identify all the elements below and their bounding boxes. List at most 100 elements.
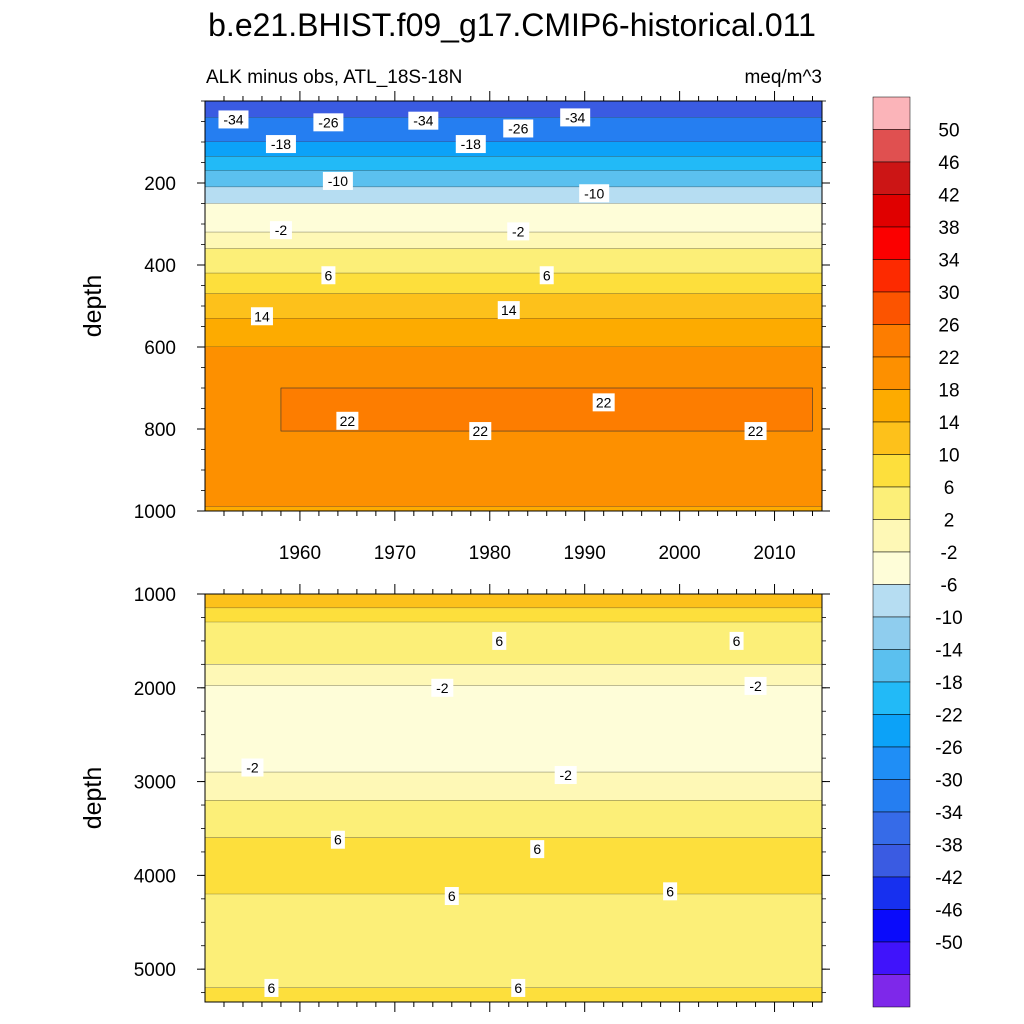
colorbar-swatch: [872, 96, 911, 130]
colorbar-swatch: [872, 194, 911, 228]
contour-label: 6: [533, 841, 541, 857]
contour-label-box: [444, 887, 459, 906]
contour-label: -34: [223, 111, 243, 127]
contour-label-box: [265, 135, 296, 154]
colorbar-swatch: [872, 649, 911, 683]
colorbar-label: 10: [938, 446, 959, 467]
contour-label: 14: [254, 308, 270, 324]
contour-band: [205, 273, 822, 294]
colorbar-swatch: [872, 584, 911, 618]
colorbar-swatch: [872, 356, 911, 390]
contour-band: [205, 318, 822, 347]
x-tick-label: 1990: [564, 543, 606, 564]
contour-band: [205, 156, 822, 171]
colorbar-label: -6: [941, 576, 958, 597]
colorbar-label: -42: [935, 868, 962, 889]
colorbar-swatch: [872, 421, 911, 455]
colorbar-label: -50: [935, 933, 962, 954]
contour-label-box: [455, 135, 486, 154]
colorbar-swatch: [872, 746, 911, 780]
y-axis-label: depth: [79, 275, 107, 338]
colorbar-swatch: [872, 909, 911, 943]
colorbar-label: 22: [938, 348, 959, 369]
colorbar-swatch: [872, 519, 911, 553]
x-tick-label: 1980: [469, 543, 511, 564]
colorbar-label: 30: [938, 283, 959, 304]
contour-label: -34: [413, 113, 433, 129]
contour-label-box: [729, 631, 744, 650]
contour-label: -2: [246, 760, 259, 776]
colorbar-swatch: [872, 844, 911, 878]
contour-label: 6: [666, 883, 674, 899]
contour-band: [205, 248, 822, 274]
contour-label: -34: [565, 109, 585, 125]
contour-label-box: [592, 393, 615, 412]
colorbar-label: 18: [938, 381, 959, 402]
contour-label: 6: [733, 633, 741, 649]
colorbar-label: 34: [938, 251, 960, 272]
contour-label: -2: [436, 680, 449, 696]
contour-band: [205, 772, 822, 801]
colorbar-label: -30: [935, 771, 962, 792]
contour-patch: [280, 387, 813, 432]
colorbar-swatch: [872, 681, 911, 715]
contour-band: [205, 894, 822, 988]
contour-label: -10: [328, 173, 348, 189]
x-tick-label: 1960: [279, 543, 321, 564]
contour-label-box: [431, 678, 454, 697]
plot-frame: [204, 593, 823, 1003]
contour-label: -18: [461, 136, 481, 152]
contour-label: -2: [275, 222, 288, 238]
colorbar-label: -38: [935, 836, 962, 857]
contour-label-box: [511, 978, 526, 997]
colorbar-swatch: [872, 941, 911, 975]
contour-label-box: [492, 631, 507, 650]
colorbar-label: -34: [935, 803, 963, 824]
contour-label-box: [560, 108, 591, 127]
colorbar-swatch: [872, 291, 911, 325]
contour-label-box: [250, 307, 273, 326]
contour-band: [205, 664, 822, 686]
contour-band: [205, 608, 822, 623]
colorbar-label: -10: [935, 608, 962, 629]
contour-label-box: [497, 301, 520, 320]
contour-band: [205, 594, 822, 609]
y-tick-label: 3000: [134, 773, 176, 794]
colorbar-swatch: [872, 324, 911, 358]
contour-label: 14: [501, 302, 517, 318]
colorbar-swatch: [872, 714, 911, 748]
contour-label-box: [744, 676, 767, 695]
contour-label-box: [744, 422, 767, 441]
colorbar: 50 46 42 38 34 30 26 22 18 14 10 6 2 -2 -6 -10 -14 -18 -22…: [872, 96, 963, 1008]
colorbar-swatch: [872, 811, 911, 845]
contour-band: [205, 232, 822, 249]
colorbar-label: -22: [935, 706, 962, 727]
contour-label: -10: [584, 185, 604, 201]
colorbar-swatch: [872, 974, 911, 1008]
colorbar-label: 50: [938, 121, 959, 142]
y-tick-label: 4000: [134, 866, 176, 887]
subtitle-right: meq/m^3: [744, 67, 822, 88]
y-tick-label: 600: [144, 338, 176, 359]
colorbar-swatch: [872, 551, 911, 585]
colorbar-label: 6: [944, 478, 955, 499]
contour-label-box: [218, 110, 249, 129]
colorbar-label: 42: [938, 186, 959, 207]
colorbar-label: 38: [938, 218, 959, 239]
colorbar-swatch: [872, 876, 911, 910]
contour-label-box: [321, 266, 336, 285]
colorbar-label: 26: [938, 316, 959, 337]
contour-band: [205, 170, 822, 188]
colorbar-swatch: [872, 259, 911, 293]
contour-label: -26: [508, 120, 528, 136]
contour-label-box: [322, 171, 353, 190]
x-tick-label: 2010: [753, 543, 795, 564]
y-tick-label: 2000: [134, 679, 176, 700]
x-tick-label: 1970: [374, 543, 416, 564]
contour-label-box: [408, 111, 439, 130]
upper-panel: 200 400 600 800 1000 1960 1970 1980 1990 2000 2010…: [79, 91, 830, 564]
contour-band: [205, 142, 822, 157]
contour-band: [205, 800, 822, 838]
colorbar-swatch: [872, 226, 911, 260]
contour-band: [205, 187, 822, 204]
